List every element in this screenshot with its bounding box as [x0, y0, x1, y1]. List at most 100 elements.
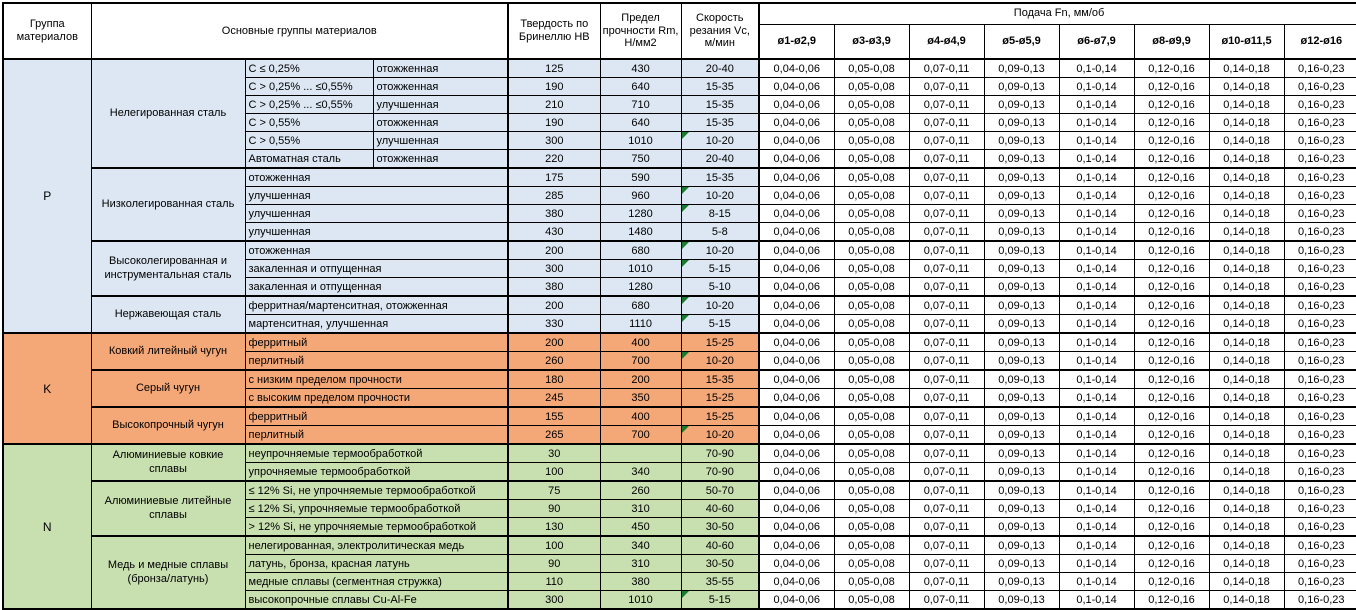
feed-cell: 0,09-0,13 [983, 351, 1060, 371]
feed-cell: 0,07-0,11 [908, 277, 985, 297]
feed-cell: 0,09-0,13 [983, 58, 1060, 78]
feed-cell: 0,07-0,11 [908, 77, 985, 96]
feed-cell: 0,05-0,08 [833, 295, 910, 315]
feed-cell: 0,09-0,13 [983, 388, 1060, 408]
feed-cell: 0,14-0,18 [1208, 259, 1285, 278]
strength-cell: 260 [599, 480, 682, 500]
feed-cell: 0,07-0,11 [908, 388, 985, 408]
speed-cell: 70-90 [680, 462, 760, 482]
feed-cell: 0,12-0,16 [1133, 554, 1210, 573]
feed-cell: 0,12-0,16 [1133, 58, 1210, 78]
material-subgroup-name: Высоколегированная и инструментальная ст… [90, 240, 246, 297]
hardness-cell: 430 [507, 222, 601, 242]
feed-cell: 0,05-0,08 [833, 113, 910, 132]
feed-cell: 0,14-0,18 [1208, 443, 1285, 463]
feed-cell: 0,07-0,11 [908, 113, 985, 132]
feed-cell: 0,16-0,23 [1283, 535, 1356, 555]
feed-cell: 0,07-0,11 [908, 186, 985, 205]
feed-cell: 0,05-0,08 [833, 480, 910, 500]
strength-cell: 1010 [599, 131, 682, 150]
feed-cell: 0,1-0,14 [1058, 425, 1135, 445]
feed-cell: 0,14-0,18 [1208, 406, 1285, 426]
strength-cell: 590 [599, 167, 682, 187]
feed-cell: 0,14-0,18 [1208, 369, 1285, 389]
feed-cell: 0,07-0,11 [908, 149, 985, 169]
feed-cell: 0,09-0,13 [983, 95, 1060, 114]
feed-cell: 0,04-0,06 [758, 77, 835, 96]
hardness-cell: 380 [507, 204, 601, 223]
feed-cell: 0,14-0,18 [1208, 462, 1285, 482]
feed-cell: 0,1-0,14 [1058, 113, 1135, 132]
strength-cell: 1110 [599, 314, 682, 334]
spec-state-cell: отожженная [372, 77, 509, 96]
feed-cell: 0,12-0,16 [1133, 517, 1210, 537]
feed-cell: 0,16-0,23 [1283, 259, 1356, 278]
feed-cell: 0,14-0,18 [1208, 554, 1285, 573]
hardness-cell: 30 [507, 443, 601, 463]
table-row: перлитный 260 700 10-20 0,04-0,06 0,05-0,08 0,… [3, 351, 1356, 371]
feed-cell: 0,09-0,13 [983, 77, 1060, 96]
spec-cell: отожженная [244, 167, 509, 187]
col-header-material-group: Группа материалов [2, 2, 92, 60]
feed-cell: 0,16-0,23 [1283, 58, 1356, 78]
feed-cell: 0,14-0,18 [1208, 332, 1285, 352]
feed-cell: 0,14-0,18 [1208, 499, 1285, 518]
speed-cell: 5-15 [680, 590, 760, 610]
feed-cell: 0,04-0,06 [758, 277, 835, 297]
material-group-letter: N [2, 443, 92, 610]
feed-cell: 0,16-0,23 [1283, 406, 1356, 426]
feed-cell: 0,05-0,08 [833, 388, 910, 408]
feed-cell: 0,12-0,16 [1133, 113, 1210, 132]
feed-cell: 0,09-0,13 [983, 113, 1060, 132]
feed-cell: 0,05-0,08 [833, 149, 910, 169]
feed-cell: 0,05-0,08 [833, 443, 910, 463]
feed-cell: 0,16-0,23 [1283, 167, 1356, 187]
feed-cell: 0,04-0,06 [758, 443, 835, 463]
feed-cell: 0,04-0,06 [758, 95, 835, 114]
feed-cell: 0,09-0,13 [983, 406, 1060, 426]
speed-cell: 8-15 [680, 204, 760, 223]
feed-cell: 0,05-0,08 [833, 406, 910, 426]
table-row: латунь, бронза, красная латунь 90 310 30-50… [3, 554, 1356, 573]
feed-cell: 0,07-0,11 [908, 590, 985, 610]
speed-cell: 10-20 [680, 295, 760, 315]
strength-cell: 340 [599, 535, 682, 555]
header-row-top: Группа материалов Основные группы матери… [2, 2, 1356, 60]
hardness-cell: 110 [507, 572, 601, 591]
table-row: улучшенная 285 960 10-20 0,04-0,06 0,05-0,08 0… [3, 186, 1356, 205]
speed-cell: 15-35 [680, 167, 760, 187]
spec-cell: > 12% Si, не упрочняемые термообработкой [244, 517, 509, 537]
feed-cell: 0,12-0,16 [1133, 222, 1210, 242]
strength-cell: 400 [599, 406, 682, 426]
speed-cell: 15-35 [680, 113, 760, 132]
strength-cell: 640 [599, 77, 682, 96]
table-row: Нержавеющая сталь ферритная/мартенситная,… [3, 295, 1356, 334]
feed-cell: 0,09-0,13 [983, 517, 1060, 537]
feed-cell: 0,07-0,11 [908, 462, 985, 482]
feed-cell: 0,07-0,11 [908, 58, 985, 78]
hardness-cell: 220 [507, 149, 601, 169]
table-row: K Ковкий литейный чугун ферритный 200 400 15-… [2, 332, 1356, 445]
feed-cell: 0,14-0,18 [1208, 535, 1285, 555]
speed-cell: 15-25 [680, 388, 760, 408]
speed-cell: 10-20 [680, 186, 760, 205]
material-subgroup-name: Ковкий литейный чугун [90, 332, 246, 371]
feed-cell: 0,05-0,08 [833, 517, 910, 537]
feed-cell: 0,04-0,06 [758, 295, 835, 315]
feed-cell: 0,05-0,08 [833, 186, 910, 205]
feed-cell: 0,05-0,08 [833, 499, 910, 518]
material-subgroup-name: Высокопрочный чугун [90, 406, 246, 445]
hardness-cell: 260 [507, 351, 601, 371]
feed-cell: 0,04-0,06 [758, 332, 835, 352]
feed-cell: 0,09-0,13 [983, 425, 1060, 445]
strength-cell: 1480 [599, 222, 682, 242]
feed-cell: 0,14-0,18 [1208, 277, 1285, 297]
feed-cell: 0,14-0,18 [1208, 351, 1285, 371]
feed-cell: 0,05-0,08 [833, 369, 910, 389]
table-row: C > 0,55% отожженная 190 640 15-35 0,04-0,06 0… [3, 113, 1356, 132]
material-subgroup-name: Нелегированная сталь [90, 58, 246, 169]
hardness-cell: 300 [507, 259, 601, 278]
feed-cell: 0,07-0,11 [908, 95, 985, 114]
strength-cell: 750 [599, 149, 682, 169]
